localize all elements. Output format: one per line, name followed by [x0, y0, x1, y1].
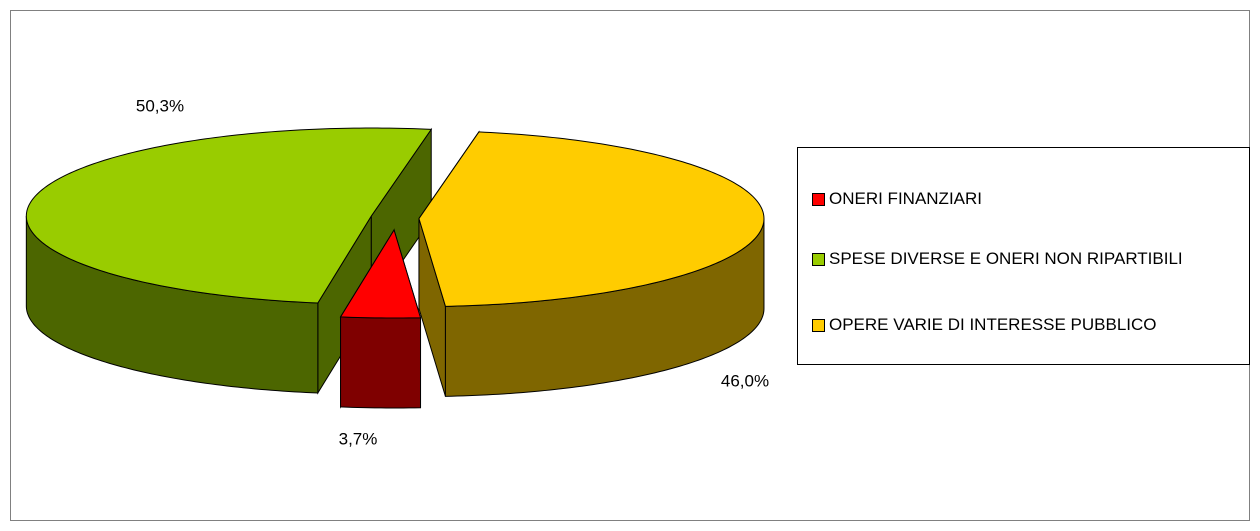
legend-item: OPERE VARIE DI INTERESSE PUBBLICO — [812, 314, 1242, 336]
legend-label: ONERI FINANZIARI — [829, 189, 983, 208]
slice — [25, 127, 433, 304]
data-label: 3,7% — [339, 429, 378, 448]
slice — [418, 131, 765, 307]
legend-swatch — [812, 319, 825, 332]
legend-label: OPERE VARIE DI INTERESSE PUBBLICO — [829, 315, 1157, 334]
slice — [339, 228, 422, 319]
legend-item: SPESE DIVERSE E ONERI NON RIPARTIBILI — [812, 248, 1242, 270]
legend: ONERI FINANZIARI SPESE DIVERSE E ONERI NO… — [797, 147, 1250, 365]
legend-swatch — [812, 253, 825, 266]
data-label: 46,0% — [721, 371, 769, 390]
legend-swatch — [812, 193, 825, 206]
legend-item: ONERI FINANZIARI — [812, 188, 1242, 210]
slice-side — [340, 316, 422, 409]
data-label: 50,3% — [136, 96, 184, 115]
legend-label: SPESE DIVERSE E ONERI NON RIPARTIBILI — [829, 249, 1183, 268]
